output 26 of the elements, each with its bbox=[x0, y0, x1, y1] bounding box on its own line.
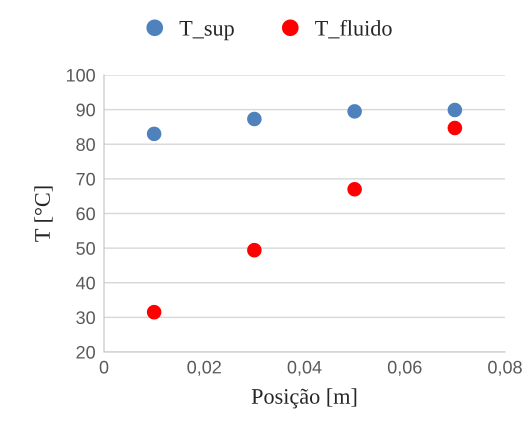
point bbox=[448, 120, 462, 136]
y-tick-label: 70 bbox=[76, 172, 95, 186]
y-tick-label: 100 bbox=[66, 68, 95, 82]
x-axis-title: Posição [m] bbox=[252, 388, 356, 408]
point bbox=[247, 112, 262, 126]
y-tick-label: 80 bbox=[76, 138, 95, 151]
x-tick-label: 0,06 bbox=[388, 360, 422, 376]
y-tick-label: 40 bbox=[76, 276, 95, 290]
y-axis-title: T [°C] bbox=[34, 186, 53, 242]
point bbox=[146, 126, 162, 142]
point bbox=[347, 182, 362, 197]
legend-label: T_fluido bbox=[315, 20, 392, 38]
y-tick-label: 50 bbox=[76, 242, 95, 255]
y-tick-label: 60 bbox=[76, 207, 95, 220]
x-tick-label: 0,02 bbox=[187, 360, 221, 376]
y-tick-label: 90 bbox=[76, 104, 95, 116]
x-tick-label: 0,04 bbox=[288, 360, 322, 376]
x-tick-label: 0 bbox=[100, 360, 108, 374]
y-tick-label: 30 bbox=[76, 311, 95, 324]
y-tick-label: 20 bbox=[76, 346, 95, 359]
point bbox=[146, 304, 162, 320]
legend-label: T_sup bbox=[180, 21, 234, 40]
point bbox=[247, 242, 262, 258]
x-tick-label: 0,08 bbox=[488, 360, 522, 376]
point bbox=[347, 104, 362, 119]
point bbox=[448, 102, 462, 118]
